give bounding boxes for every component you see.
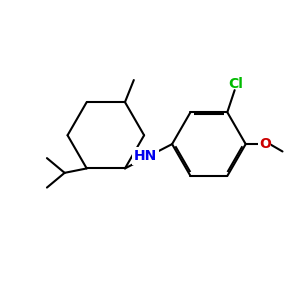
Text: Cl: Cl <box>229 77 244 91</box>
Text: O: O <box>259 137 271 151</box>
Text: HN: HN <box>134 149 157 163</box>
